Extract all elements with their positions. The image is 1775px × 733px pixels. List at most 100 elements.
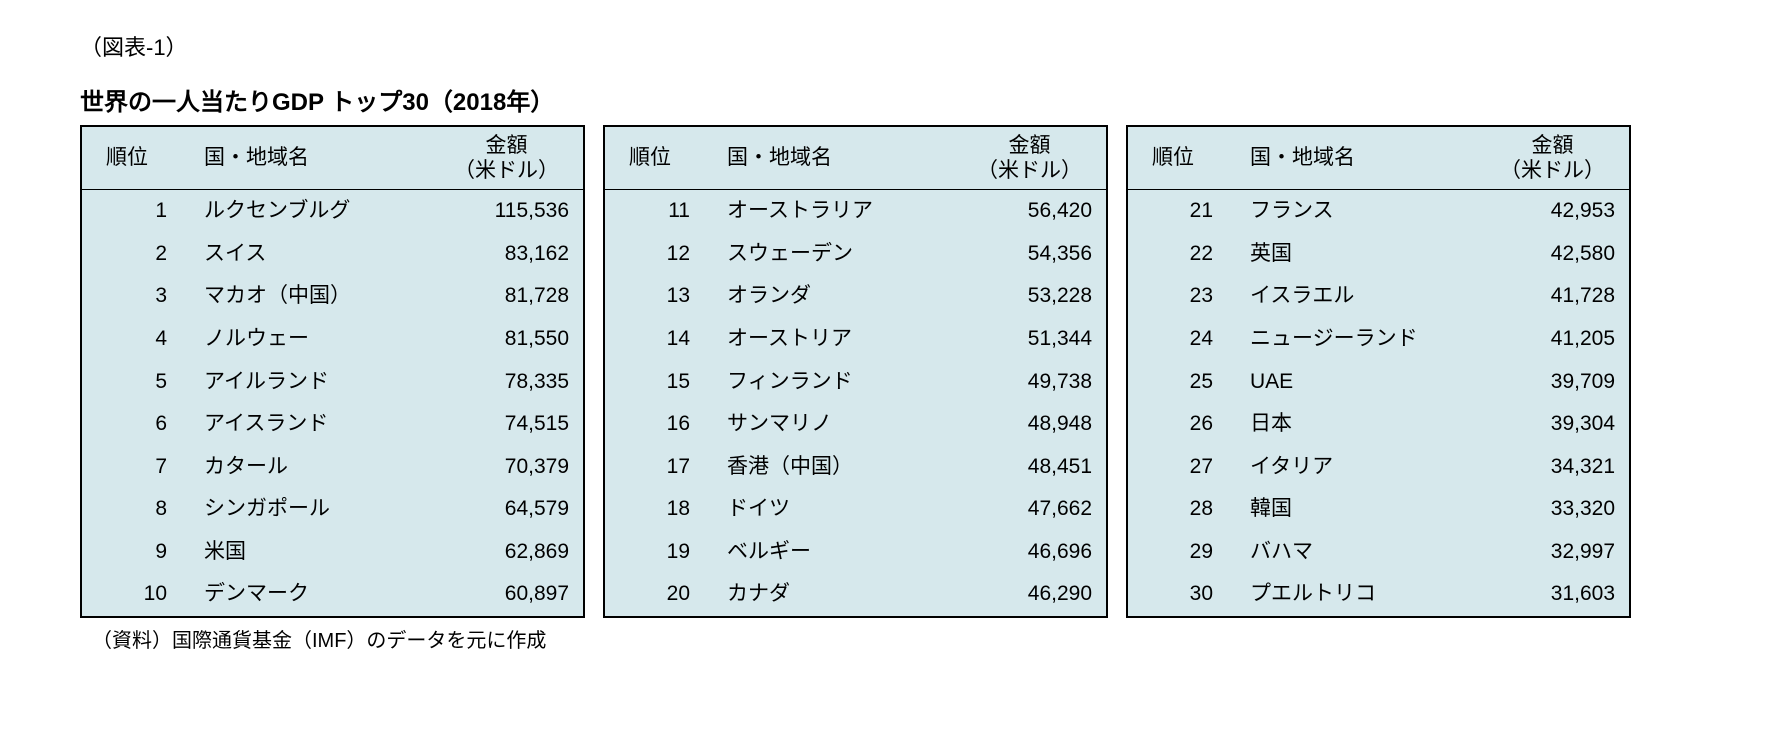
gdp-table-panel-2: 順位国・地域名金額（米ドル）11オーストラリア56,42012スウェーデン54,… bbox=[603, 125, 1108, 618]
cell-rank: 25 bbox=[1127, 361, 1248, 404]
cell-amount: 48,451 bbox=[967, 446, 1107, 489]
cell-name: フィンランド bbox=[725, 361, 967, 404]
cell-name: ノルウェー bbox=[202, 318, 444, 361]
table-row: 12スウェーデン54,356 bbox=[604, 233, 1107, 276]
cell-name: カナダ bbox=[725, 573, 967, 617]
cell-rank: 16 bbox=[604, 403, 725, 446]
table-row: 1ルクセンブルグ115,536 bbox=[81, 190, 584, 233]
table-row: 11オーストラリア56,420 bbox=[604, 190, 1107, 233]
header-name: 国・地域名 bbox=[202, 126, 444, 190]
cell-name: ベルギー bbox=[725, 531, 967, 574]
table-row: 25UAE39,709 bbox=[1127, 361, 1630, 404]
table-row: 9米国62,869 bbox=[81, 531, 584, 574]
cell-amount: 39,304 bbox=[1490, 403, 1630, 446]
gdp-table-panel-1: 順位国・地域名金額（米ドル）1ルクセンブルグ115,5362スイス83,1623… bbox=[80, 125, 585, 618]
table-row: 23イスラエル41,728 bbox=[1127, 275, 1630, 318]
table-row: 4ノルウェー81,550 bbox=[81, 318, 584, 361]
table-row: 15フィンランド49,738 bbox=[604, 361, 1107, 404]
cell-amount: 33,320 bbox=[1490, 488, 1630, 531]
cell-amount: 64,579 bbox=[444, 488, 584, 531]
cell-name: プエルトリコ bbox=[1248, 573, 1490, 617]
header-name: 国・地域名 bbox=[725, 126, 967, 190]
cell-rank: 3 bbox=[81, 275, 202, 318]
cell-name: デンマーク bbox=[202, 573, 444, 617]
header-name: 国・地域名 bbox=[1248, 126, 1490, 190]
cell-rank: 2 bbox=[81, 233, 202, 276]
table-row: 30プエルトリコ31,603 bbox=[1127, 573, 1630, 617]
cell-rank: 14 bbox=[604, 318, 725, 361]
table-row: 14オーストリア51,344 bbox=[604, 318, 1107, 361]
main-title: 世界の一人当たりGDP トップ30（2018年） bbox=[80, 82, 1695, 117]
table-row: 29バハマ32,997 bbox=[1127, 531, 1630, 574]
header-rank: 順位 bbox=[604, 126, 725, 190]
source-note: （資料）国際通貨基金（IMF）のデータを元に作成 bbox=[80, 624, 1695, 653]
cell-rank: 8 bbox=[81, 488, 202, 531]
cell-amount: 31,603 bbox=[1490, 573, 1630, 617]
cell-name: 英国 bbox=[1248, 233, 1490, 276]
cell-amount: 62,869 bbox=[444, 531, 584, 574]
header-amount: 金額（米ドル） bbox=[1490, 126, 1630, 190]
cell-amount: 48,948 bbox=[967, 403, 1107, 446]
cell-name: サンマリノ bbox=[725, 403, 967, 446]
cell-rank: 17 bbox=[604, 446, 725, 489]
table-row: 3マカオ（中国）81,728 bbox=[81, 275, 584, 318]
cell-rank: 5 bbox=[81, 361, 202, 404]
cell-amount: 42,580 bbox=[1490, 233, 1630, 276]
cell-name: アイスランド bbox=[202, 403, 444, 446]
cell-amount: 70,379 bbox=[444, 446, 584, 489]
cell-rank: 6 bbox=[81, 403, 202, 446]
cell-amount: 41,728 bbox=[1490, 275, 1630, 318]
cell-amount: 39,709 bbox=[1490, 361, 1630, 404]
header-rank: 順位 bbox=[81, 126, 202, 190]
cell-amount: 32,997 bbox=[1490, 531, 1630, 574]
cell-amount: 41,205 bbox=[1490, 318, 1630, 361]
cell-rank: 11 bbox=[604, 190, 725, 233]
cell-name: イスラエル bbox=[1248, 275, 1490, 318]
cell-rank: 24 bbox=[1127, 318, 1248, 361]
figure-label: （図表-1） bbox=[80, 30, 1695, 62]
cell-amount: 54,356 bbox=[967, 233, 1107, 276]
cell-name: バハマ bbox=[1248, 531, 1490, 574]
cell-amount: 83,162 bbox=[444, 233, 584, 276]
table-row: 26日本39,304 bbox=[1127, 403, 1630, 446]
cell-rank: 12 bbox=[604, 233, 725, 276]
cell-amount: 78,335 bbox=[444, 361, 584, 404]
cell-name: 香港（中国） bbox=[725, 446, 967, 489]
cell-amount: 115,536 bbox=[444, 190, 584, 233]
header-amount: 金額（米ドル） bbox=[967, 126, 1107, 190]
table-row: 8シンガポール64,579 bbox=[81, 488, 584, 531]
cell-amount: 60,897 bbox=[444, 573, 584, 617]
cell-amount: 46,290 bbox=[967, 573, 1107, 617]
cell-name: スウェーデン bbox=[725, 233, 967, 276]
cell-name: マカオ（中国） bbox=[202, 275, 444, 318]
cell-amount: 53,228 bbox=[967, 275, 1107, 318]
table-row: 5アイルランド78,335 bbox=[81, 361, 584, 404]
cell-rank: 28 bbox=[1127, 488, 1248, 531]
cell-rank: 27 bbox=[1127, 446, 1248, 489]
tables-container: 順位国・地域名金額（米ドル）1ルクセンブルグ115,5362スイス83,1623… bbox=[80, 125, 1695, 618]
cell-name: UAE bbox=[1248, 361, 1490, 404]
table-row: 28韓国33,320 bbox=[1127, 488, 1630, 531]
cell-amount: 47,662 bbox=[967, 488, 1107, 531]
cell-rank: 26 bbox=[1127, 403, 1248, 446]
table-row: 21フランス42,953 bbox=[1127, 190, 1630, 233]
cell-rank: 13 bbox=[604, 275, 725, 318]
cell-name: 米国 bbox=[202, 531, 444, 574]
cell-rank: 7 bbox=[81, 446, 202, 489]
cell-name: シンガポール bbox=[202, 488, 444, 531]
gdp-table-panel-3: 順位国・地域名金額（米ドル）21フランス42,95322英国42,58023イス… bbox=[1126, 125, 1631, 618]
cell-rank: 20 bbox=[604, 573, 725, 617]
cell-rank: 15 bbox=[604, 361, 725, 404]
cell-rank: 29 bbox=[1127, 531, 1248, 574]
cell-name: アイルランド bbox=[202, 361, 444, 404]
cell-amount: 49,738 bbox=[967, 361, 1107, 404]
cell-rank: 18 bbox=[604, 488, 725, 531]
cell-amount: 81,728 bbox=[444, 275, 584, 318]
table-row: 27イタリア34,321 bbox=[1127, 446, 1630, 489]
header-rank: 順位 bbox=[1127, 126, 1248, 190]
cell-amount: 34,321 bbox=[1490, 446, 1630, 489]
cell-name: 日本 bbox=[1248, 403, 1490, 446]
table-row: 18ドイツ47,662 bbox=[604, 488, 1107, 531]
cell-name: カタール bbox=[202, 446, 444, 489]
table-row: 19ベルギー46,696 bbox=[604, 531, 1107, 574]
